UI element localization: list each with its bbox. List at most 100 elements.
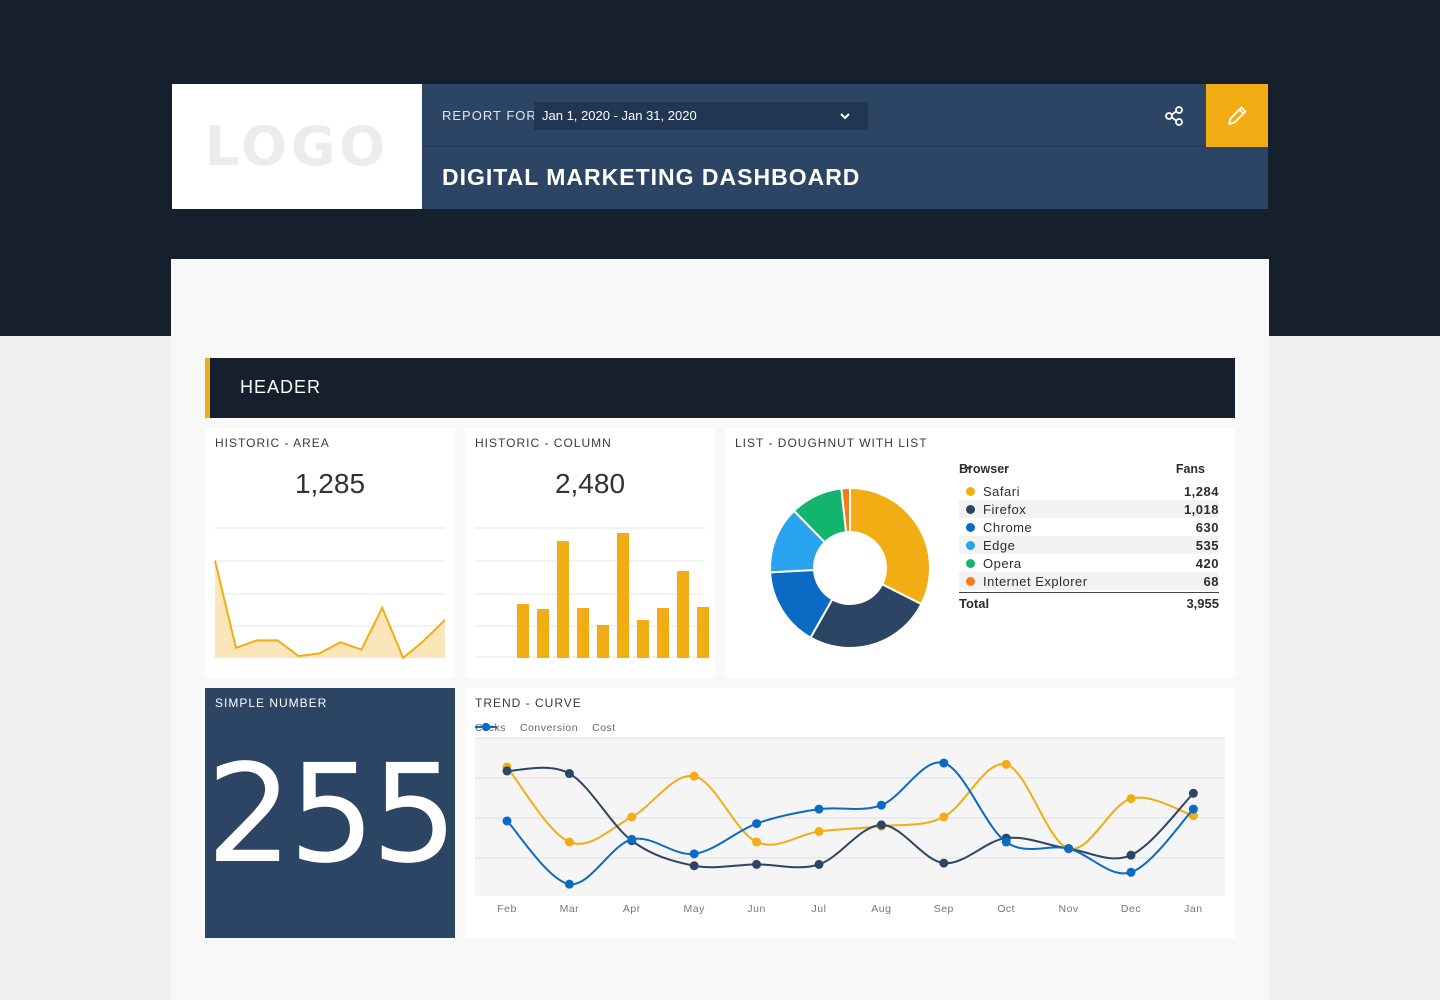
bar [657, 608, 669, 658]
data-point [752, 837, 762, 847]
browser-fans: 535 [1195, 537, 1219, 553]
logo: LOGO [172, 84, 422, 209]
data-point [1188, 804, 1198, 814]
data-point [814, 826, 824, 836]
browser-list-header: Browser Fans [959, 462, 1219, 476]
legend-label: Cost [592, 722, 616, 734]
report-for-label: REPORT FOR [442, 108, 537, 123]
report-banner: REPORT FOR Jan 1, 2020 - Jan 31, 2020 DI… [422, 84, 1268, 209]
data-point [814, 859, 824, 869]
browser-name: Firefox [983, 501, 1027, 517]
bar [617, 533, 629, 658]
series-dot-icon [966, 540, 975, 550]
x-tick-label: Jan [1184, 903, 1202, 915]
x-tick-label: Apr [623, 903, 641, 915]
series-dot-icon [966, 486, 975, 496]
series-dot-icon [966, 522, 975, 532]
series-line [506, 761, 1195, 886]
data-point [1001, 837, 1011, 847]
browser-fans: 1,018 [1183, 501, 1219, 517]
section-header: HEADER [205, 358, 1235, 418]
bar [697, 607, 709, 658]
area-widget-value: 1,285 [294, 468, 366, 499]
column-widget-value: 2,480 [554, 468, 626, 499]
data-point [1126, 867, 1136, 877]
data-point [1126, 794, 1136, 804]
data-point [689, 861, 699, 871]
data-point [1188, 811, 1198, 821]
section-header-title: HEADER [240, 377, 322, 397]
browser-name: Safari [983, 483, 1020, 499]
data-point [627, 812, 637, 822]
list-item: Edge 535 [959, 536, 1219, 554]
plot-area [475, 738, 1225, 896]
x-tick-label: Jul [812, 903, 827, 915]
x-tick-label: Mar [560, 903, 580, 915]
pencil-icon [1228, 106, 1247, 125]
x-tick-label: Sep [934, 903, 954, 915]
data-point [939, 812, 949, 822]
banner-toolbar: REPORT FOR Jan 1, 2020 - Jan 31, 2020 [422, 84, 1268, 147]
list-item: Opera 420 [959, 554, 1219, 572]
list-item: Chrome 630 [959, 518, 1219, 536]
x-tick-label: Oct [997, 903, 1015, 915]
browser-column-header: Browser [959, 462, 1010, 476]
doughnut-slice [849, 486, 931, 606]
bar [577, 608, 589, 658]
doughnut-slice [840, 486, 851, 534]
trend-chart: Feb Mar Apr May Jun Jul Aug Sep Oct Nov Dec Jan [475, 737, 1225, 915]
browser-fans: 420 [1195, 555, 1219, 571]
data-point [752, 819, 762, 829]
total-value: 3,955 [1186, 596, 1219, 611]
data-point [1064, 844, 1074, 854]
legend-item[interactable]: Cost [475, 722, 616, 734]
doughnut-widget-title: LIST - DOUGHNUT WITH LIST [735, 436, 928, 450]
browser-name: Chrome [983, 519, 1033, 535]
x-tick-label: Aug [871, 903, 891, 915]
browser-fans: 630 [1195, 519, 1219, 535]
data-point [564, 837, 574, 847]
x-tick-label: Dec [1121, 903, 1141, 915]
column-widget-title: HISTORIC - COLUMN [475, 436, 612, 450]
date-range-select[interactable]: Jan 1, 2020 - Jan 31, 2020 [534, 102, 868, 130]
series-dot-icon [966, 558, 975, 568]
data-point [1188, 788, 1198, 798]
data-point [689, 771, 699, 781]
series-dot-icon [966, 576, 975, 586]
doughnut-chart [769, 486, 931, 649]
column-chart [475, 527, 709, 658]
list-total-row: Total 3,955 [959, 592, 1219, 611]
area-line [214, 560, 446, 660]
legend-label: Conversion [520, 722, 579, 734]
browser-name: Opera [983, 555, 1022, 571]
bar [517, 604, 529, 658]
data-point [689, 849, 699, 859]
list-item: Firefox 1,018 [959, 500, 1219, 518]
browser-name: Internet Explorer [983, 573, 1088, 589]
doughnut-slice [809, 582, 923, 649]
trend-widget[interactable]: TREND - CURVE Clicks Conversion Cost Feb… [465, 688, 1235, 938]
legend-marker-icon [475, 723, 497, 731]
chevron-down-icon [840, 113, 850, 120]
browser-name: Edge [983, 537, 1016, 553]
data-point [502, 816, 512, 826]
column-widget[interactable]: HISTORIC - COLUMN 2,480 [465, 428, 715, 678]
simple-number-widget[interactable]: SIMPLE NUMBER 255 [205, 688, 458, 938]
browser-list: Browser Fans Safari 1,284 Firefox 1,018 … [959, 462, 1219, 611]
data-point [502, 766, 512, 776]
fans-sort-button[interactable]: Fans [964, 462, 1219, 476]
bar [637, 620, 649, 658]
series-dot-icon [966, 504, 975, 514]
share-icon[interactable] [1162, 104, 1186, 128]
data-point [876, 820, 886, 830]
data-point [1126, 850, 1136, 860]
doughnut-widget[interactable]: LIST - DOUGHNUT WITH LIST Browser Fans S… [725, 428, 1235, 678]
x-tick-label: Feb [497, 903, 517, 915]
data-point [564, 769, 574, 779]
list-item: Safari 1,284 [959, 482, 1219, 500]
data-point [939, 858, 949, 868]
logo-text: LOGO [204, 115, 390, 178]
area-widget[interactable]: HISTORIC - AREA 1,285 [205, 428, 455, 678]
edit-button[interactable] [1206, 84, 1268, 147]
bar [597, 625, 609, 658]
